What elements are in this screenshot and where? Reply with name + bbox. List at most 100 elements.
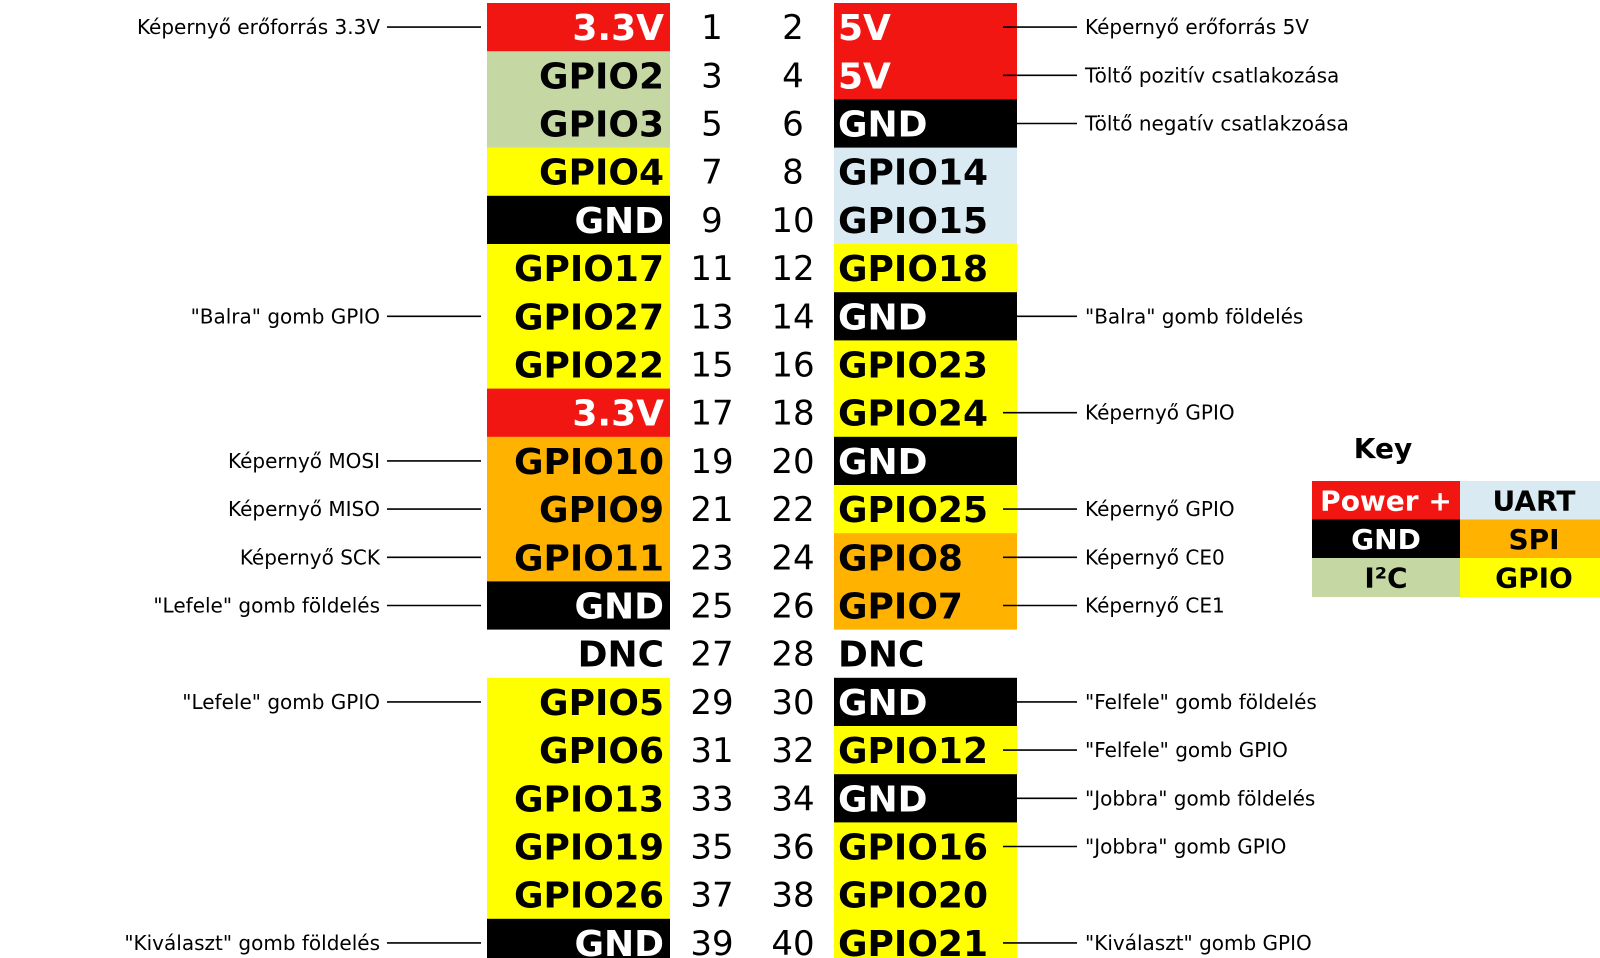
pin-36-label: GPIO16 bbox=[838, 828, 988, 869]
pin-28-cell bbox=[834, 629, 1017, 679]
pin-16-label: GPIO23 bbox=[838, 346, 988, 387]
annotation-text: "Balra" gomb földelés bbox=[1085, 304, 1303, 328]
pin-40-cell bbox=[834, 918, 1017, 958]
annotation-text: Képernyő erőforrás 3.3V bbox=[137, 15, 380, 39]
pin-8-number: 8 bbox=[782, 153, 804, 193]
pin-11-label: GPIO17 bbox=[514, 249, 664, 290]
pin-16: GPIO23 16 bbox=[771, 340, 1017, 390]
annotation-pin-13: "Balra" gomb GPIO bbox=[191, 304, 481, 328]
annotation-pin-19: Képernyő MOSI bbox=[228, 449, 481, 473]
pin-33-number: 33 bbox=[690, 779, 733, 819]
pin-2-number: 2 bbox=[782, 8, 804, 48]
color-key: Key Power + UART GND SPI I²C GPIO bbox=[1312, 432, 1600, 597]
pin-19-cell bbox=[487, 436, 670, 486]
key-item-gpio: GPIO bbox=[1460, 558, 1600, 597]
pin-8-label: GPIO14 bbox=[838, 153, 988, 194]
annotation-text: Képernyő CE0 bbox=[1085, 545, 1225, 569]
pin-40-number: 40 bbox=[771, 924, 814, 958]
pin-38-cell bbox=[834, 870, 1017, 920]
pin-34-cell bbox=[834, 774, 1017, 823]
pin-39: GND 39 bbox=[487, 918, 734, 958]
key-swatch bbox=[1312, 519, 1460, 559]
pin-13: GPIO27 13 bbox=[487, 292, 734, 341]
pin-5-cell bbox=[487, 99, 670, 149]
pin-32-number: 32 bbox=[771, 731, 814, 771]
pin-8-cell bbox=[834, 147, 1017, 197]
pin-8: GPIO14 8 bbox=[782, 147, 1017, 197]
pin-23: GPIO11 23 bbox=[487, 533, 734, 582]
pin-31-number: 31 bbox=[690, 731, 733, 771]
pin-37-number: 37 bbox=[690, 876, 733, 916]
key-label: GPIO bbox=[1495, 561, 1573, 594]
pin-19-number: 19 bbox=[690, 442, 733, 482]
pin-22-number: 22 bbox=[771, 490, 814, 530]
pin-13-cell bbox=[487, 292, 670, 341]
annotation-text: "Balra" gomb GPIO bbox=[191, 304, 380, 328]
annotation-text: "Lefele" gomb földelés bbox=[153, 594, 380, 618]
pin-18-label: GPIO24 bbox=[838, 394, 988, 435]
pin-28-label: DNC bbox=[838, 635, 924, 676]
pin-1-label: 3.3V bbox=[572, 8, 664, 49]
pin-5-number: 5 bbox=[701, 105, 723, 145]
pin-40: GPIO21 40 bbox=[771, 918, 1017, 958]
pin-39-number: 39 bbox=[690, 924, 733, 958]
pin-30-number: 30 bbox=[771, 683, 814, 723]
pin-3-cell bbox=[487, 51, 670, 100]
pin-36-number: 36 bbox=[771, 828, 814, 868]
key-label: SPI bbox=[1508, 523, 1559, 556]
pin-14-cell bbox=[834, 292, 1017, 341]
pin-18-cell bbox=[834, 388, 1017, 438]
pin-1-number: 1 bbox=[701, 8, 723, 48]
pin-7-number: 7 bbox=[701, 153, 723, 193]
pin-33-cell bbox=[487, 774, 670, 823]
pin-31-cell bbox=[487, 726, 670, 775]
pin-35-number: 35 bbox=[690, 828, 733, 868]
pin-39-label: GND bbox=[574, 924, 664, 958]
pin-7-cell bbox=[487, 147, 670, 197]
pin-29-cell bbox=[487, 677, 670, 727]
pin-20-label: GND bbox=[838, 442, 928, 483]
pin-38-number: 38 bbox=[771, 876, 814, 916]
annotation-pin-1: Képernyő erőforrás 3.3V bbox=[137, 15, 481, 39]
pin-24-label: GPIO8 bbox=[838, 538, 963, 579]
pin-22: GPIO25 22 bbox=[771, 485, 1017, 534]
pin-14-number: 14 bbox=[771, 297, 814, 337]
annotation-pin-34: "Jobbra" gomb földelés bbox=[1003, 786, 1315, 810]
annotation-text: Képernyő GPIO bbox=[1085, 401, 1235, 425]
pin-25: GND 25 bbox=[487, 581, 734, 631]
pin-23-number: 23 bbox=[690, 538, 733, 578]
annotation-text: "Kiválaszt" gomb földelés bbox=[124, 931, 380, 955]
key-item-power: Power + bbox=[1312, 481, 1460, 520]
pin-34: GND 34 bbox=[771, 774, 1017, 823]
pin-7: GPIO4 7 bbox=[487, 147, 723, 197]
pin-33: GPIO13 33 bbox=[487, 774, 734, 823]
annotation-pin-29: "Lefele" gomb GPIO bbox=[182, 690, 481, 714]
pin-37: GPIO26 37 bbox=[487, 870, 734, 920]
annotation-pin-4: Töltő pozitív csatlakozása bbox=[1003, 63, 1339, 87]
pin-11: GPIO17 11 bbox=[487, 244, 734, 293]
pin-4: 5V 4 bbox=[782, 51, 1017, 100]
pin-12-number: 12 bbox=[771, 249, 814, 289]
pin-grid: 3.3V 1 5V 2 GPIO2 3 5V 4 GPIO3 5 GND 6 GPIO4 7 GPIO14 8… bbox=[487, 3, 1017, 958]
annotation-text: Képernyő SCK bbox=[240, 545, 381, 569]
annotation-text: Képernyő MOSI bbox=[228, 449, 380, 473]
pin-20: GND 20 bbox=[771, 436, 1017, 486]
annotation-text: "Kiválaszt" gomb GPIO bbox=[1085, 931, 1312, 955]
pin-11-number: 11 bbox=[690, 249, 733, 289]
annotation-text: Képernyő GPIO bbox=[1085, 497, 1235, 521]
pin-40-label: GPIO21 bbox=[838, 924, 988, 958]
pin-16-number: 16 bbox=[771, 346, 814, 386]
annotation-pin-32: "Felfele" gomb GPIO bbox=[1003, 738, 1288, 762]
pin-24-number: 24 bbox=[771, 538, 814, 578]
pin-2-label: 5V bbox=[838, 8, 891, 49]
key-label: GND bbox=[1351, 523, 1421, 556]
pin-7-label: GPIO4 bbox=[539, 153, 664, 194]
pin-25-cell bbox=[487, 581, 670, 631]
pin-37-label: GPIO26 bbox=[514, 876, 664, 917]
pin-3-number: 3 bbox=[701, 56, 723, 96]
pin-1-cell bbox=[487, 3, 670, 52]
annotation-pin-6: Töltő negatív csatlakzoása bbox=[1003, 112, 1349, 136]
pin-29: GPIO5 29 bbox=[487, 677, 734, 727]
pin-35-label: GPIO19 bbox=[514, 828, 664, 869]
pin-34-number: 34 bbox=[771, 779, 814, 819]
